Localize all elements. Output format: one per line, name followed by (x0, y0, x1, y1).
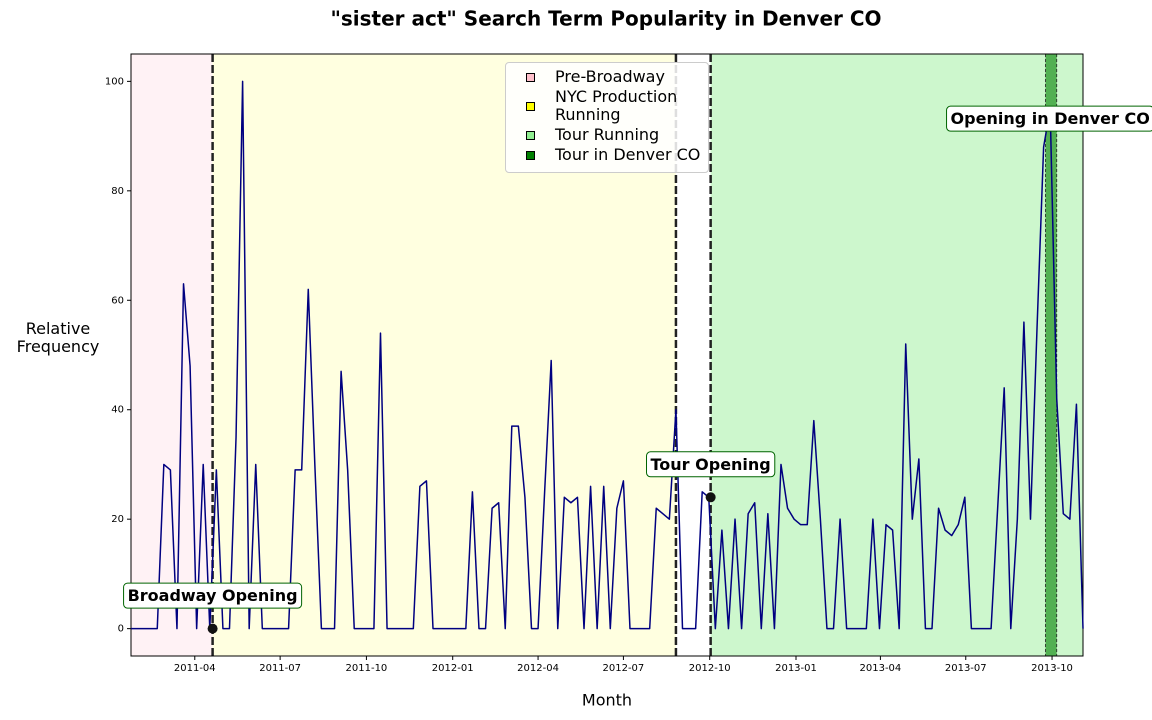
x-tick-label: 2013-01 (775, 663, 817, 674)
legend-entry: NYC Production Running (512, 88, 702, 124)
x-tick-label: 2012-01 (432, 663, 474, 674)
x-tick-label: 2012-07 (603, 663, 645, 674)
x-tick-label: 2013-10 (1031, 663, 1073, 674)
annotation: Opening in Denver CO (946, 105, 1152, 132)
legend-label: Tour Running (555, 125, 660, 144)
x-tick-label: 2012-04 (517, 663, 559, 674)
x-tick-label: 2011-04 (174, 663, 216, 674)
y-axis-label: Relative Frequency (16, 319, 100, 356)
x-tick-label: 2013-07 (945, 663, 987, 674)
legend-label: Pre-Broadway (555, 67, 665, 86)
annotation-marker (705, 492, 716, 503)
annotation-box (123, 582, 303, 609)
annotation-box (646, 451, 776, 478)
y-tick-label: 40 (111, 405, 124, 416)
annotation: Broadway Opening (123, 582, 303, 609)
x-tick-label: 2011-10 (346, 663, 388, 674)
y-tick-label: 0 (118, 624, 124, 635)
annotation-box (946, 105, 1152, 132)
legend-swatch (526, 150, 535, 160)
y-tick-label: 80 (111, 186, 124, 197)
legend-entry: Tour in Denver CO (512, 146, 702, 164)
region (131, 54, 213, 656)
annotation-label: Broadway Opening (128, 586, 298, 605)
legend: Pre-Broadway NYC Production Running Tour R… (505, 62, 709, 173)
legend-label: NYC Production Running (555, 87, 678, 124)
chart-title: "sister act" Search Term Popularity in D… (330, 7, 881, 31)
annotation-label: Tour Opening (651, 455, 771, 474)
annotation: Tour Opening (646, 451, 776, 478)
legend-label: Tour in Denver CO (555, 145, 701, 164)
x-tick-label: 2011-07 (259, 663, 301, 674)
legend-entry: Tour Running (512, 126, 702, 144)
legend-swatch (526, 101, 535, 111)
region (1045, 54, 1057, 656)
legend-swatch (526, 130, 535, 140)
x-axis-label: Month (582, 691, 632, 710)
region (710, 54, 1083, 656)
annotation-label: Opening in Denver CO (951, 109, 1150, 128)
x-tick-label: 2013-04 (860, 663, 902, 674)
legend-entry: Pre-Broadway (512, 68, 702, 86)
annotation-marker (207, 623, 218, 634)
y-tick-label: 60 (111, 295, 124, 306)
y-tick-label: 20 (111, 514, 124, 525)
y-tick-label: 100 (105, 76, 124, 87)
legend-swatch (526, 72, 535, 82)
plot-frame (130, 53, 1084, 657)
x-tick-label: 2012-10 (689, 663, 731, 674)
